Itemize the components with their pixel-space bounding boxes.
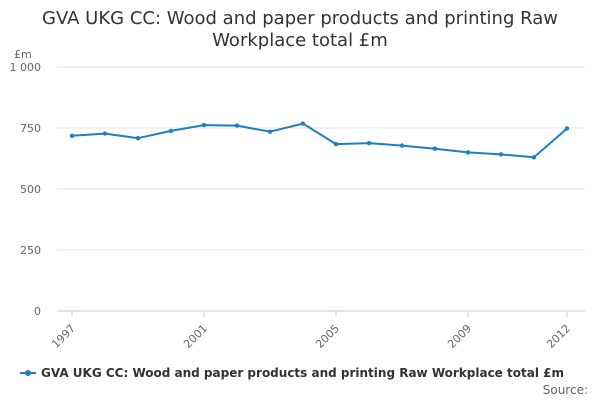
data-point xyxy=(69,133,75,139)
data-point xyxy=(267,129,273,134)
legend-series-label: GVA UKG CC: Wood and paper products and … xyxy=(41,366,564,380)
chart-title-line-2: Workplace total £m xyxy=(212,30,388,51)
data-point xyxy=(102,131,108,136)
y-tick-label: 250 xyxy=(20,244,41,257)
data-point xyxy=(564,126,570,131)
y-tick-label: 0 xyxy=(34,305,41,318)
data-point xyxy=(531,155,537,160)
data-point xyxy=(300,121,306,126)
data-point xyxy=(498,152,504,157)
legend-series-marker xyxy=(20,367,36,379)
data-point xyxy=(333,141,339,147)
y-tick-label: 500 xyxy=(20,183,41,196)
data-point xyxy=(366,140,372,146)
y-tick-label: 750 xyxy=(20,122,41,135)
data-point xyxy=(135,136,141,141)
series-line xyxy=(71,122,568,159)
y-tick-label: 1 000 xyxy=(10,61,42,74)
data-point xyxy=(399,143,405,148)
chart-legend[interactable]: GVA UKG CC: Wood and paper products and … xyxy=(20,366,564,380)
data-point xyxy=(201,122,207,128)
x-tick-label: 2001 xyxy=(181,322,210,351)
x-tick-label: 1997 xyxy=(49,322,78,351)
data-point xyxy=(168,128,174,134)
data-point xyxy=(432,146,438,151)
chart-title: GVA UKG CC: Wood and paper products and … xyxy=(0,8,600,52)
source-label: Source: xyxy=(542,383,588,397)
chart-title-line-1: GVA UKG CC: Wood and paper products and … xyxy=(42,8,558,29)
x-tick-label: 2005 xyxy=(313,322,342,351)
data-point xyxy=(465,150,471,155)
y-axis-unit-label: £m xyxy=(14,48,32,61)
x-tick-label: 2012 xyxy=(544,322,573,351)
x-tick-label: 2009 xyxy=(445,322,474,351)
data-point xyxy=(234,123,240,128)
